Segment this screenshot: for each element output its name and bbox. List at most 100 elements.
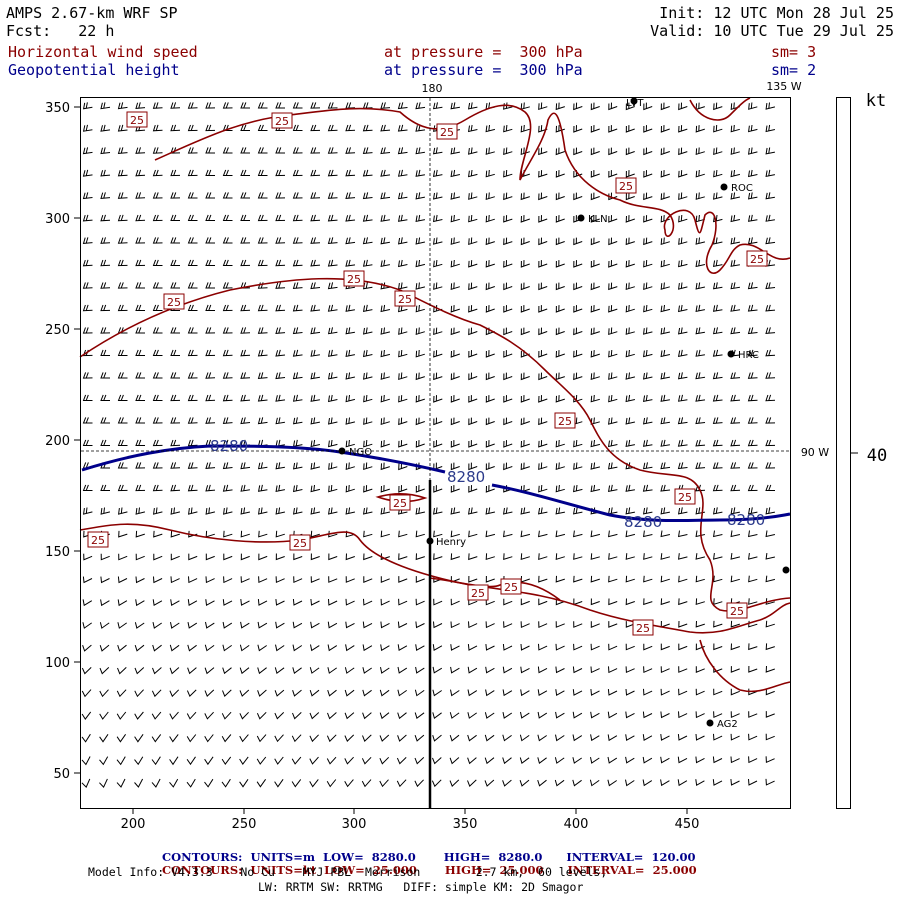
wind-barb xyxy=(310,147,321,154)
wind-barb xyxy=(748,553,758,560)
wind-barb xyxy=(590,102,600,111)
wind-barb xyxy=(275,553,285,561)
wind-barb xyxy=(292,598,303,606)
station-marker xyxy=(720,183,728,191)
wind-barb xyxy=(572,734,583,742)
x-tick-label: 300 xyxy=(342,817,367,832)
wind-barb xyxy=(468,417,478,426)
wind-barb xyxy=(677,372,688,380)
wind-barb xyxy=(660,711,670,719)
wind-barb xyxy=(153,530,163,538)
wind-barb xyxy=(205,530,215,538)
wind-barb xyxy=(748,665,758,673)
wind-barb xyxy=(520,305,530,313)
wind-barb xyxy=(135,192,146,199)
wind-barb xyxy=(678,575,688,583)
wind-barb xyxy=(538,237,548,246)
wind-barb xyxy=(100,507,111,515)
wind-barb xyxy=(642,439,653,447)
wind-barb xyxy=(765,462,776,469)
wind-barb xyxy=(397,734,407,742)
wind-barb xyxy=(712,507,723,515)
wind-barb xyxy=(625,734,635,741)
wind-barb xyxy=(415,666,425,674)
wind-barb xyxy=(748,102,758,110)
wind-barb xyxy=(117,484,128,492)
wind-barb xyxy=(625,394,636,403)
wind-barb xyxy=(117,462,128,469)
wind-barb xyxy=(328,598,338,606)
wind-barb xyxy=(431,779,442,788)
wind-barb xyxy=(660,304,671,313)
wind-barb xyxy=(625,192,635,201)
wind-barb xyxy=(520,598,530,606)
wind-barb xyxy=(310,102,321,109)
wind-barb xyxy=(678,192,688,200)
wind-barb xyxy=(362,237,373,245)
wind-barb xyxy=(730,439,741,447)
wind-barb xyxy=(257,644,267,652)
wind-barb xyxy=(100,282,111,289)
wind-barb xyxy=(747,304,758,312)
wind-barb xyxy=(468,462,478,471)
wind-barb xyxy=(118,553,128,561)
wind-barb xyxy=(468,485,478,493)
wind-barb xyxy=(82,622,92,629)
wind-barb xyxy=(468,440,478,448)
wind-barb xyxy=(695,102,705,111)
height-label: 8280 xyxy=(624,513,662,531)
wind-barb xyxy=(292,712,302,720)
wind-barb xyxy=(362,124,373,132)
wind-barb xyxy=(765,394,776,402)
wind-barb xyxy=(432,147,443,155)
wind-barb xyxy=(660,417,670,425)
wind-barb xyxy=(222,621,233,629)
height-contours xyxy=(81,444,791,523)
wind-barb xyxy=(187,439,198,447)
wind-barb xyxy=(188,553,198,561)
wind-barb xyxy=(660,643,670,651)
wind-barb xyxy=(643,349,653,358)
wind-barb xyxy=(257,169,268,176)
wind-barb xyxy=(415,553,425,561)
wind-barb xyxy=(590,711,600,719)
wind-barb xyxy=(730,259,740,267)
wind-barb xyxy=(292,192,303,199)
wind-barb xyxy=(433,553,443,561)
wind-barb xyxy=(328,439,338,448)
footer-wind-contours: CONTOURS: UNITS=kt LOW= 25.000 HIGH= 25.… xyxy=(162,863,697,877)
wind-barb xyxy=(502,712,513,719)
wind-barb xyxy=(467,734,477,742)
wind-barb xyxy=(625,643,635,651)
wind-barb xyxy=(730,282,740,290)
wind-barb xyxy=(117,304,128,312)
wind-barb xyxy=(485,553,495,560)
wind-barb xyxy=(257,147,268,154)
wind-barb xyxy=(765,620,775,628)
wind-barb xyxy=(660,349,671,358)
wind-barb xyxy=(380,598,390,606)
wind-barb xyxy=(310,530,320,538)
wind-barb xyxy=(345,169,356,177)
wind-barb xyxy=(135,462,146,469)
wind-barb xyxy=(293,576,303,584)
wind-barb xyxy=(608,327,618,335)
wind-barb xyxy=(747,462,758,469)
wind-barb xyxy=(275,259,286,267)
wind-contour-labels: 25 25 25 25 25 25 25 25 25 25 25 25 25 25 25 25 25 xyxy=(87,111,768,636)
wind-barb xyxy=(187,192,198,199)
wind-label-box xyxy=(289,534,311,551)
wind-barb xyxy=(713,598,723,605)
wind-barb xyxy=(660,170,670,178)
wind-barb xyxy=(257,192,268,199)
wind-barb xyxy=(678,102,688,111)
wind-barb xyxy=(83,507,93,515)
wind-barb xyxy=(328,484,338,493)
wind-barb xyxy=(188,507,198,515)
wind-barb xyxy=(187,417,198,424)
wind-barb xyxy=(398,530,408,538)
wind-barb xyxy=(538,440,548,448)
wind-barb xyxy=(450,417,460,426)
wind-barb xyxy=(590,598,600,606)
wind-barb xyxy=(538,305,548,313)
